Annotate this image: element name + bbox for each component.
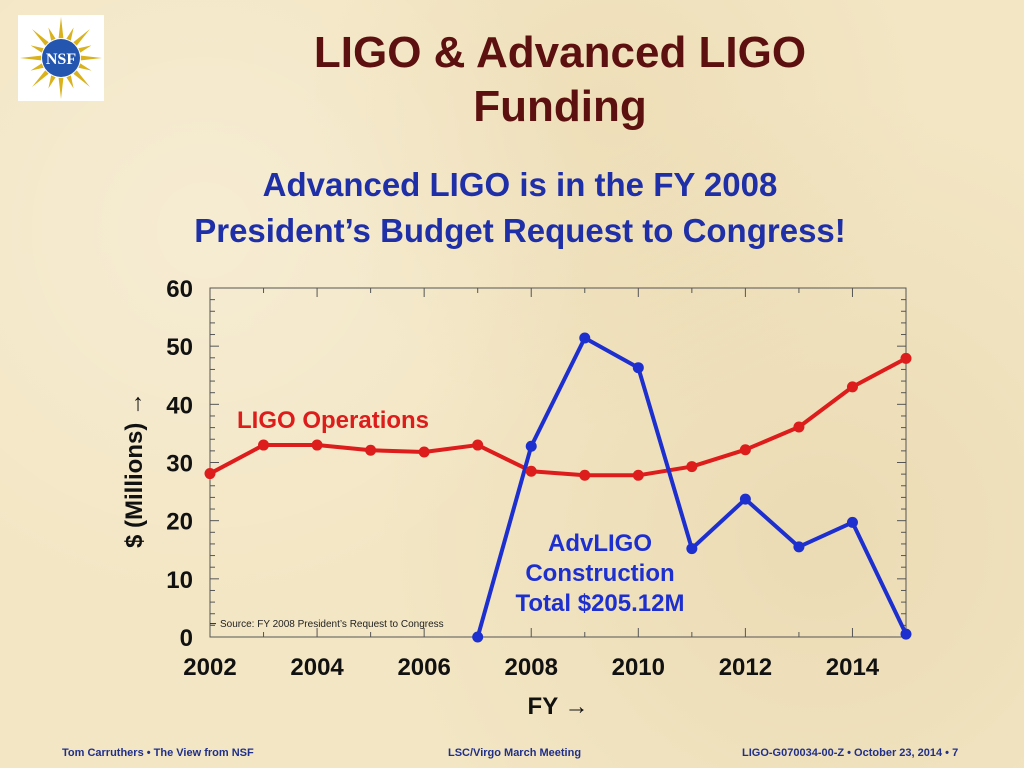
logo-ray [32,70,49,87]
y-tick-label: 20 [166,509,193,536]
ops-data-point [418,446,430,458]
x-tick-label: 2014 [826,654,880,681]
logo-ray [80,55,102,61]
x-tick-label: 2008 [505,654,558,681]
adv-label-line-2: Construction [525,560,674,587]
footer-author: Tom Carruthers • The View from NSF [62,747,254,759]
ops-data-point [632,469,644,481]
adv-data-point [632,362,644,374]
logo-ray [66,27,74,41]
logo-ray [20,55,42,61]
adv-data-point [579,332,591,344]
ops-data-point [846,381,858,393]
nsf-logo-text: NSF [46,51,76,68]
logo-ray [58,77,64,99]
logo-ray [48,75,56,89]
ops-data-point [258,439,270,451]
logo-ray [78,63,92,71]
subtitle-line-1: Advanced LIGO is in the FY 2008 [262,166,778,203]
source-note: Source: FY 2008 President’s Request to C… [220,619,444,630]
adv-data-point [472,631,484,643]
adv-data-point [686,543,698,555]
x-tick-label: 2004 [290,654,344,681]
footer-doc-id: LIGO-G070034-00-Z • October 23, 2014 • 7 [742,747,959,759]
ops-data-point [579,469,591,481]
logo-ray [73,70,90,87]
adv-data-point [900,628,912,640]
ops-data-point [525,465,537,477]
y-tick-label: 50 [166,334,193,361]
adv-data-point [739,493,751,505]
ops-data-point [204,468,216,480]
y-tick-label: 0 [180,625,193,652]
adv-label-line-1: AdvLIGO [548,530,652,557]
logo-ray [30,45,44,53]
x-axis-label: FY → [528,693,589,720]
title-line-2: Funding [473,82,647,131]
logo-ray [73,29,90,46]
x-tick-label: 2012 [719,654,772,681]
y-tick-label: 10 [166,567,193,594]
adv-data-point [846,516,858,528]
y-tick-label: 30 [166,451,193,478]
footer-meeting: LSC/Virgo March Meeting [448,747,582,759]
logo-ray [66,75,74,89]
x-tick-label: 2002 [183,654,236,681]
ops-data-point [472,439,484,451]
ops-data-point [365,444,377,456]
x-tick-label: 2006 [397,654,450,681]
logo-ray [48,27,56,41]
x-tick-label: 2010 [612,654,665,681]
ops-series-label: LIGO Operations [237,407,429,434]
y-tick-label: 40 [166,392,193,419]
y-axis-label: $ (Millions) → [121,392,148,548]
nsf-logo: NSF [18,15,104,101]
adv-data-point [525,440,537,452]
ops-series-line [209,356,907,478]
logo-ray [32,29,49,46]
ops-data-point [900,352,912,364]
page-subtitle: Advanced LIGO is in the FY 2008 Presiden… [60,162,980,254]
adv-label-line-3: Total $205.12M [516,590,685,617]
ops-data-point [686,461,698,473]
ops-data-point [739,444,751,456]
logo-ray [58,17,64,39]
logo-ray [78,45,92,53]
logo-ray [30,63,44,71]
adv-data-point [793,541,805,553]
title-line-1: LIGO & Advanced LIGO [313,28,807,77]
page-title: LIGO & Advanced LIGO Funding [150,26,970,134]
y-tick-label: 60 [166,276,193,303]
subtitle-line-2: President’s Budget Request to Congress! [194,212,846,249]
ops-data-point [793,421,805,433]
ops-data-point [311,439,323,451]
